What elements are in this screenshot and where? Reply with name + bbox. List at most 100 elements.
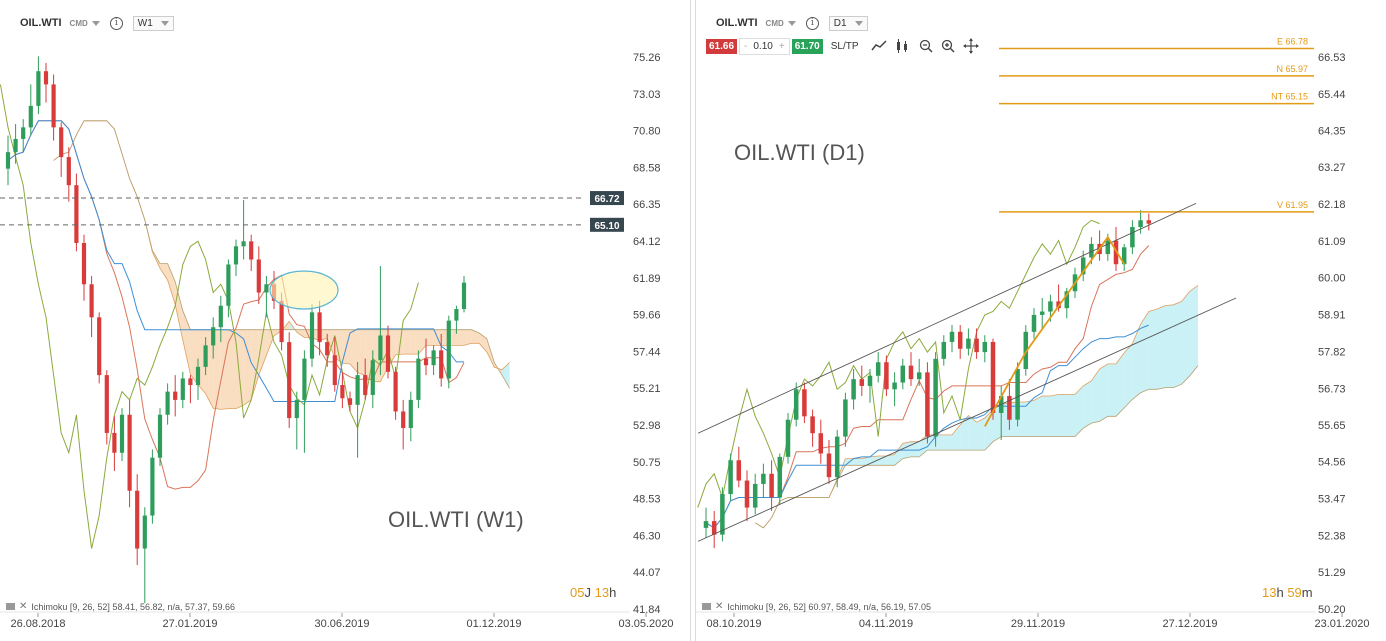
candle-body bbox=[974, 338, 979, 353]
ichimoku-cloud-segment bbox=[1066, 394, 1075, 437]
chikou-span-line bbox=[0, 84, 419, 549]
chart-toolbar: OIL.WTI CMD i W1 bbox=[0, 12, 174, 34]
timeframe-select[interactable]: W1 bbox=[132, 15, 174, 31]
ichimoku-cloud-segment bbox=[464, 329, 472, 346]
y-tick-label: 63.27 bbox=[1318, 162, 1346, 174]
candle-body bbox=[104, 375, 109, 433]
ichimoku-cloud-segment bbox=[251, 329, 259, 400]
ichimoku-cloud-segment bbox=[976, 418, 985, 451]
indicator-legend: ✕ Ichimoku [9, 26, 52] 60.97, 58.49, n/a… bbox=[702, 601, 931, 612]
candle-body bbox=[203, 345, 208, 367]
indicator-text: Ichimoku [9, 26, 52] 58.41, 56.82, n/a, … bbox=[31, 601, 236, 612]
instrument-type-label: CMD bbox=[765, 18, 784, 28]
candle-body bbox=[1015, 369, 1020, 420]
fibonacci-level-label: NT 65.15 bbox=[1271, 92, 1308, 102]
sell-button[interactable]: 61.66 bbox=[706, 38, 738, 54]
decrease-volume-button[interactable]: - bbox=[744, 40, 748, 52]
volume-value: 0.10 bbox=[753, 40, 773, 52]
y-tick-label: 65.44 bbox=[1318, 89, 1346, 101]
candle-body bbox=[416, 358, 421, 400]
candle-type-icon[interactable] bbox=[895, 39, 911, 53]
timer-value-2: 59 bbox=[1287, 585, 1302, 600]
level-price-label: 65.10 bbox=[594, 221, 619, 232]
ichimoku-cloud-segment bbox=[861, 456, 870, 466]
candle-body bbox=[892, 382, 897, 390]
candle-body bbox=[393, 371, 398, 412]
x-tick-label: 29.11.2019 bbox=[1011, 618, 1065, 630]
senkou-span-a-line bbox=[754, 284, 1199, 529]
candle-body bbox=[777, 456, 783, 498]
candle-body bbox=[211, 327, 216, 346]
timeframe-select[interactable]: D1 bbox=[828, 15, 868, 31]
candle-body bbox=[355, 375, 360, 405]
timeframe-value: D1 bbox=[833, 17, 847, 29]
candle-body bbox=[703, 521, 709, 528]
ichimoku-cloud-segment bbox=[1181, 291, 1190, 385]
ichimoku-cloud-segment bbox=[1091, 369, 1100, 424]
y-tick-label: 50.75 bbox=[633, 457, 661, 469]
candle-body bbox=[728, 460, 733, 495]
ichimoku-cloud-segment bbox=[182, 310, 191, 375]
y-tick-label: 54.56 bbox=[1318, 457, 1346, 469]
candle-body bbox=[51, 84, 56, 128]
level-price-badge bbox=[590, 217, 624, 232]
increase-volume-button[interactable]: + bbox=[778, 40, 785, 52]
x-tick-label: 27.01.2019 bbox=[162, 618, 217, 630]
ichimoku-cloud-segment bbox=[456, 329, 464, 346]
ichimoku-cloud-segment bbox=[327, 329, 335, 358]
x-tick-label: 01.12.2019 bbox=[466, 618, 521, 630]
candle-body bbox=[36, 71, 41, 106]
candle-body bbox=[157, 414, 163, 458]
candle-body bbox=[720, 494, 725, 535]
ichimoku-cloud-segment bbox=[853, 458, 862, 466]
ichimoku-cloud-segment bbox=[1050, 394, 1059, 437]
trade-toolbar: 61.66 - 0.10 + 61.70 SL/TP bbox=[696, 35, 979, 57]
buy-button[interactable]: 61.70 bbox=[791, 38, 823, 54]
ichimoku-cloud-segment bbox=[418, 329, 426, 355]
ichimoku-cloud-segment bbox=[952, 424, 961, 451]
indicator-icon bbox=[702, 603, 711, 610]
y-tick-label: 57.44 bbox=[633, 346, 661, 358]
candle-body bbox=[188, 378, 193, 386]
fibonacci-level-label: N 65.97 bbox=[1276, 64, 1308, 74]
trend-channel-lower bbox=[697, 297, 1237, 542]
candle-body bbox=[941, 341, 947, 359]
volume-input[interactable]: - 0.10 + bbox=[739, 37, 790, 55]
candle-body bbox=[431, 350, 436, 366]
candle-body bbox=[1105, 240, 1111, 255]
candle-body bbox=[785, 419, 791, 457]
info-icon[interactable]: i bbox=[109, 16, 123, 30]
candle-body bbox=[74, 185, 79, 243]
candle-body bbox=[834, 436, 840, 478]
ichimoku-cloud-segment bbox=[1173, 301, 1182, 388]
candle-body bbox=[736, 460, 742, 481]
y-tick-label: 59.66 bbox=[633, 310, 661, 322]
close-icon[interactable]: ✕ bbox=[715, 601, 724, 612]
price-chart[interactable]: 75.26 73.03 70.80 68.58 66.35 64.12 61.89 59.66… bbox=[0, 0, 690, 641]
crosshair-icon[interactable] bbox=[962, 38, 979, 54]
line-chart-icon[interactable] bbox=[870, 40, 887, 52]
chevron-down-icon[interactable] bbox=[91, 20, 100, 26]
ichimoku-cloud-segment bbox=[878, 456, 887, 466]
ichimoku-cloud-segment bbox=[228, 329, 236, 409]
candle-body bbox=[752, 483, 758, 508]
candle-body bbox=[195, 366, 201, 386]
info-icon[interactable]: i bbox=[805, 16, 819, 30]
chevron-down-icon[interactable] bbox=[787, 20, 796, 26]
close-icon[interactable]: ✕ bbox=[19, 601, 28, 612]
ichimoku-cloud-segment bbox=[471, 329, 480, 344]
y-tick-label: 62.18 bbox=[1318, 199, 1346, 211]
zoom-in-icon[interactable] bbox=[941, 39, 955, 53]
zoom-out-icon[interactable] bbox=[919, 39, 933, 53]
price-chart[interactable]: 66.53 65.44 64.35 63.27 62.18 61.09 60.00 58.91… bbox=[696, 0, 1386, 641]
fibonacci-level-label: E 66.78 bbox=[1277, 37, 1308, 47]
candle-body bbox=[66, 157, 71, 186]
candle-body bbox=[925, 372, 930, 437]
ichimoku-cloud-segment bbox=[935, 434, 944, 451]
sltp-button[interactable]: SL/TP bbox=[830, 40, 859, 52]
x-tick-label: 08.10.2019 bbox=[706, 618, 761, 630]
candle-body bbox=[949, 331, 955, 342]
ichimoku-cloud-segment bbox=[236, 329, 244, 409]
candle-body bbox=[302, 358, 307, 400]
candle-countdown: 05J 13h bbox=[570, 585, 616, 600]
